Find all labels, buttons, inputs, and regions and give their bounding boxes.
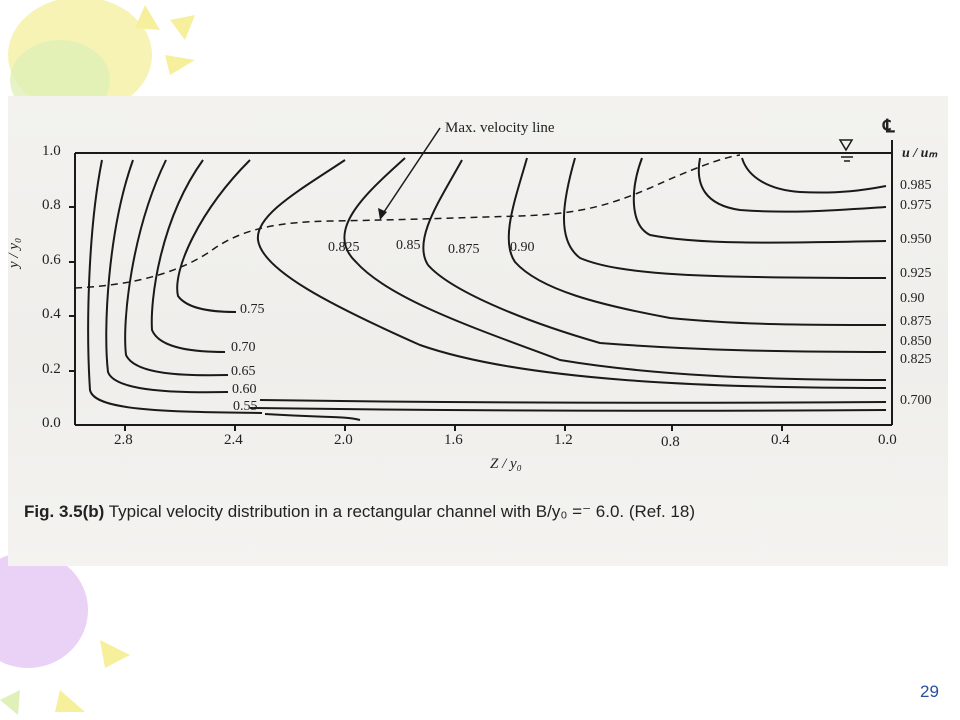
x-tick-label: 2.8 [114,432,133,448]
y-axis-label: y / y₀ [6,237,22,268]
right-contour-label: 0.975 [900,198,932,213]
right-contour-label: 0.850 [900,334,932,349]
contour-label: 0.85 [396,238,421,253]
max-velocity-arrowhead [378,208,387,220]
right-contour-label: 0.825 [900,352,932,367]
velocity-ratio-header: u / uₘ [902,146,938,161]
contour-label: 0.55 [233,399,258,414]
x-axis-label: Z / y₀ [490,456,522,472]
figure-caption-text: Typical velocity distribution in a recta… [108,502,695,521]
contour-label: 0.875 [448,242,480,257]
contour-0.950 [632,157,887,244]
contour-0.875 [422,159,887,353]
contour-0.85 [343,157,887,381]
water-surface-symbol [838,139,856,162]
x-tick-label: 0.8 [661,434,680,450]
contour-0.70 [150,159,226,353]
contour-label: 0.65 [231,364,256,379]
contour-label: 0.90 [510,240,535,255]
decor-balloon-bottom-left [0,552,130,715]
y-tick-label: 0.4 [42,306,61,322]
contour-near-bed-3 [264,413,361,421]
centerline-mark: ℄ [883,116,895,136]
figure-number: Fig. 3.5(b) [24,502,105,521]
contour-0.55 [87,159,263,414]
contour-0.75 [176,159,251,313]
right-contour-label: 0.925 [900,266,932,281]
contour-label: 0.70 [231,340,256,355]
x-tick-label: 1.6 [444,432,463,448]
contour-near-bed-2 [249,407,887,412]
x-tick-label: 2.4 [224,432,243,448]
figure-caption: Fig. 3.5(b) Typical velocity distributio… [24,502,695,522]
contour-0.825 [256,159,887,389]
x-tick-label: 0.4 [771,432,790,448]
y-tick-label: 0.6 [42,252,61,268]
page-number: 29 [920,682,939,701]
right-contour-label: 0.90 [900,291,925,306]
right-contour-label: 0.875 [900,314,932,329]
contour-0.925 [563,157,887,279]
right-contour-label: 0.985 [900,178,932,193]
max-velocity-leader [381,127,441,216]
y-tick-label: 0.0 [42,415,61,431]
x-tick-label: 0.0 [878,432,897,448]
contour-label: 0.60 [232,382,257,397]
contour-label: 0.825 [328,240,360,255]
right-contour-label: 0.700 [900,393,932,408]
contour-near-bed-1 [259,399,887,404]
scanned-figure-background [8,96,948,566]
contour-0.985 [741,157,887,194]
x-tick-label: 2.0 [334,432,353,448]
contour-0.65 [124,159,229,377]
contour-0.60 [105,159,229,394]
y-tick-label: 0.2 [42,361,61,377]
y-tick-label: 0.8 [42,197,61,213]
contour-0.975 [697,157,887,213]
max-velocity-line [74,154,741,289]
contour-label: 0.75 [240,302,265,317]
x-tick-label: 1.2 [554,432,573,448]
y-tick-label: 1.0 [42,143,61,159]
contour-0.90 [507,157,887,326]
max-velocity-line-label: Max. velocity line [445,120,555,136]
right-contour-label: 0.950 [900,232,932,247]
